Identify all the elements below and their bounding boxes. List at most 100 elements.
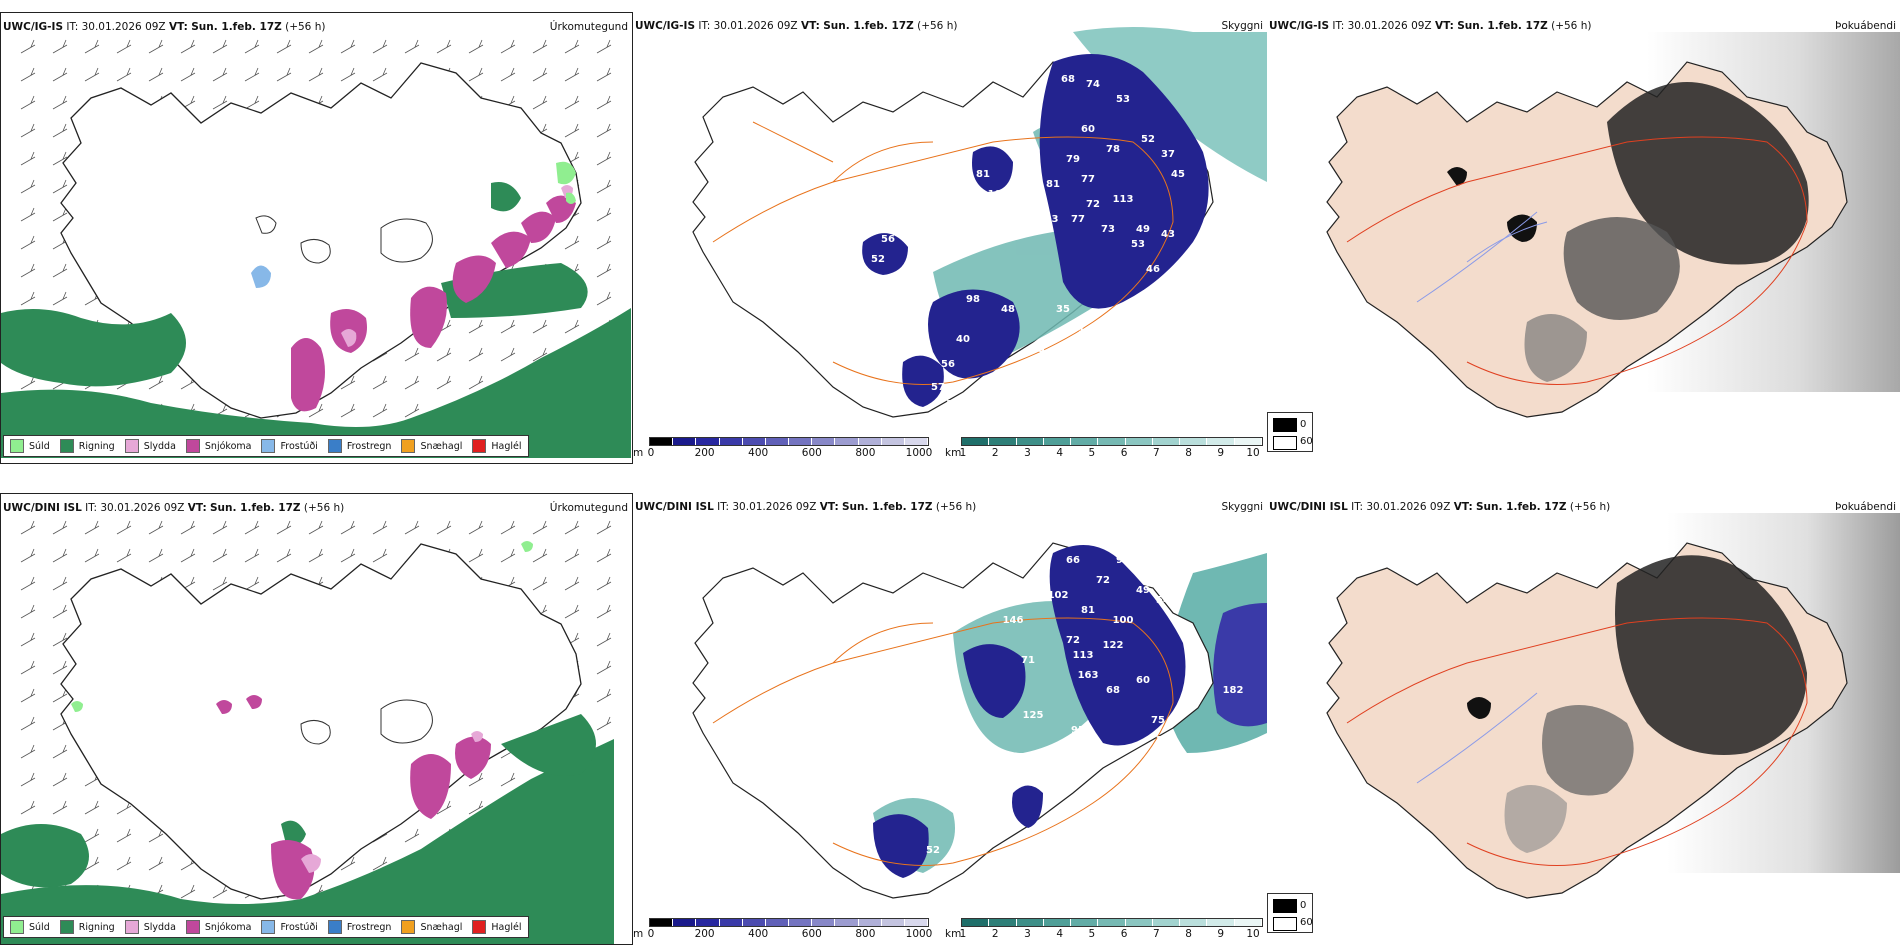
wind-barb [596,207,612,222]
wind-barb [532,576,548,591]
wind-barb [20,660,36,675]
wind-barb [564,604,580,619]
legend-swatch [124,439,139,453]
colorbar-tick-label: 600 [801,928,822,940]
precip-map-1 [1,39,631,458]
visibility-value-label: 78 [926,775,940,786]
wind-barb [20,520,36,535]
wind-barb [564,520,580,535]
visibility-value-label: 113 [1113,194,1134,205]
wind-barb [436,800,452,815]
colorbar-tick-label: 1000 [905,928,933,940]
colorbar-tick-label: 4 [1056,928,1063,940]
wind-barb [308,548,324,563]
wind-barb [532,548,548,563]
wind-barb [212,884,228,899]
wind-barb [468,347,484,362]
legend-item: Snæhagl [401,439,462,453]
legend-label: Súld [29,921,50,933]
wind-barb [212,576,228,591]
legend-label: Frostúði [280,440,318,452]
visibility-value-label: 70 [991,790,1005,801]
panel-title: Úrkomutegund [549,502,628,514]
visibility-value-label: 72 [1086,199,1100,210]
visibility-value-label: 81 [1081,605,1095,616]
wind-barb [404,347,420,362]
visibility-colorbar: km 1 2 3 4 5 6 7 8 9 10 [945,918,1267,944]
wind-barb [372,520,388,535]
wind-barb [52,604,68,619]
colorbar-unit: m [633,928,644,940]
glacier-outlines [255,215,433,264]
cloud-shading [1447,82,1809,382]
visibility-value-label: 72 [1096,575,1110,586]
wind-barb [116,39,132,54]
legend-swatch [185,439,200,453]
wind-barb [52,632,68,647]
colorbar-tick-label: 800 [855,928,876,940]
legend-swatch [10,920,24,934]
wind-barb [564,235,580,250]
visibility-value-label: 46 [1146,264,1160,275]
legend-swatch [59,439,74,453]
cloud-legend-1: 0 60 [1267,412,1313,452]
wind-barb [52,207,68,222]
visibility-value-label: 71 [1021,655,1035,666]
wind-barb [564,123,580,138]
visibility-value-label: 45 [1171,169,1185,180]
visibility-value-label: 60 [1136,675,1150,686]
legend-label: Snjókoma [204,921,252,933]
colorbar-tick-label: 3 [1024,928,1031,940]
cloud-panel-2: UWC/DINI ISL IT: 30.01.2026 09Z VT: Sun.… [1267,493,1900,945]
wind-barb [532,347,548,362]
visibility-value-label: 56 [941,359,955,370]
visibility-value-label: 35 [1056,304,1070,315]
colorbar-unit: km [945,928,962,940]
wind-barb [20,576,36,591]
legend-label: Haglél [491,440,522,452]
wind-barb [20,375,36,390]
wind-barb [148,548,164,563]
wind-barb [52,660,68,675]
glacier-outlines [300,699,433,745]
legend-item: Súld [10,920,50,934]
wind-barb [596,548,612,563]
legend-label: Rigning [78,440,115,452]
low-cloud-blue [862,54,1209,407]
wind-barb [84,800,100,815]
wind-barb [372,403,388,418]
wind-barb [436,347,452,362]
visibility-value-label: 125 [1023,710,1044,721]
freezing-drizzle-area [251,265,271,288]
wind-barb [564,548,580,563]
wind-barb [596,235,612,250]
wind-barb [596,688,612,703]
wind-barb [20,179,36,194]
visibility-value-label: 146 [1003,615,1024,626]
drizzle-areas [71,541,533,712]
cloud-map-1 [1326,32,1900,418]
legend-swatch [401,439,416,453]
legend-item: Súld [10,439,50,453]
colorbar-tick-label: 6 [1120,928,1128,940]
wind-barb [20,744,36,759]
visibility-value-label: 40 [956,334,970,345]
wind-barb [596,123,612,138]
colorbar-tick-label: 9 [1217,928,1225,940]
colorbar-tick-label: 800 [855,447,876,459]
visibility-value-label: 57 [931,382,945,393]
run-header-2: UWC/DINI ISL IT: 30.01.2026 09Z VT: Sun.… [3,502,345,514]
wind-barb [20,604,36,619]
wind-barb [52,772,68,787]
wind-barb [340,375,356,390]
roads [1346,617,1808,866]
visibility-value-label: 81 [1046,179,1060,190]
rivers [1416,211,1548,303]
wind-barb [436,39,452,54]
run-header-2b: UWC/DINI ISL IT: 30.01.2026 09Z VT: Sun.… [635,501,977,513]
colorbar-tick-label: 0 [647,928,655,940]
wind-barb [84,67,100,82]
wind-barb [436,375,452,390]
wind-barb [180,520,196,535]
